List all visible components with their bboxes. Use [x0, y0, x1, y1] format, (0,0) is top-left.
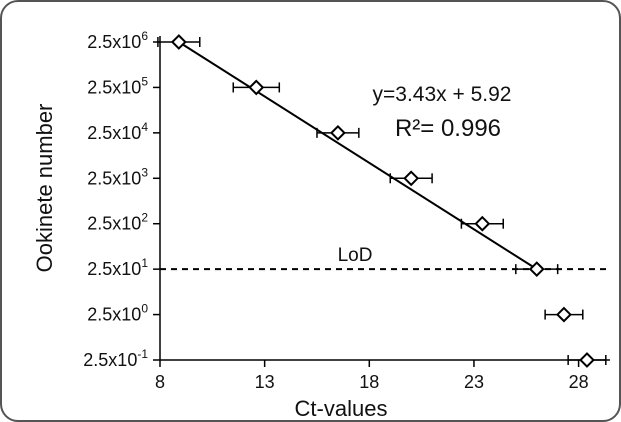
y-tick-label: 2.5x103	[87, 165, 148, 188]
data-point	[329, 124, 346, 141]
y-tick-label: 2.5x101	[87, 256, 148, 279]
y-tick-label: 2.5x104	[87, 120, 148, 143]
fit-line-group	[178, 41, 538, 270]
data-point	[170, 34, 187, 50]
y-tick-labels: 2.5x10-1 2.5x100 2.5x101 2.5x102 2.5x103 2.5x…	[83, 29, 148, 370]
x-tick-labels: 8 13 18 23 28	[155, 372, 589, 392]
data-points	[157, 34, 607, 368]
x-tick-label: 23	[464, 372, 484, 392]
y-tick-label: 2.5x105	[87, 74, 148, 97]
y-axis-title: Ookinete number	[32, 104, 57, 273]
x-tick-label: 8	[155, 372, 165, 392]
data-point	[579, 352, 595, 368]
y-tick-label: 2.5x102	[87, 211, 148, 234]
y-tick-label: 2.5x100	[87, 302, 148, 325]
lod-label: LoD	[338, 245, 373, 266]
y-tick-label: 2.5x106	[87, 29, 148, 52]
x-tick-label: 13	[255, 372, 275, 392]
regression-equation: y=3.43x + 5.92	[373, 83, 512, 106]
lod-group: LoD	[160, 245, 610, 271]
x-axis-title: Ct-values	[295, 396, 388, 421]
r-squared-label: R²= 0.996	[395, 115, 501, 142]
regression-line	[178, 41, 538, 270]
data-point	[474, 215, 491, 232]
data-point	[248, 79, 265, 96]
x-tick-label: 18	[359, 372, 379, 392]
data-point	[556, 306, 572, 323]
data-point	[403, 170, 420, 187]
x-tick-label: 28	[569, 372, 589, 392]
y-tick-label: 2.5x10-1	[83, 347, 148, 370]
data-point	[528, 261, 545, 278]
